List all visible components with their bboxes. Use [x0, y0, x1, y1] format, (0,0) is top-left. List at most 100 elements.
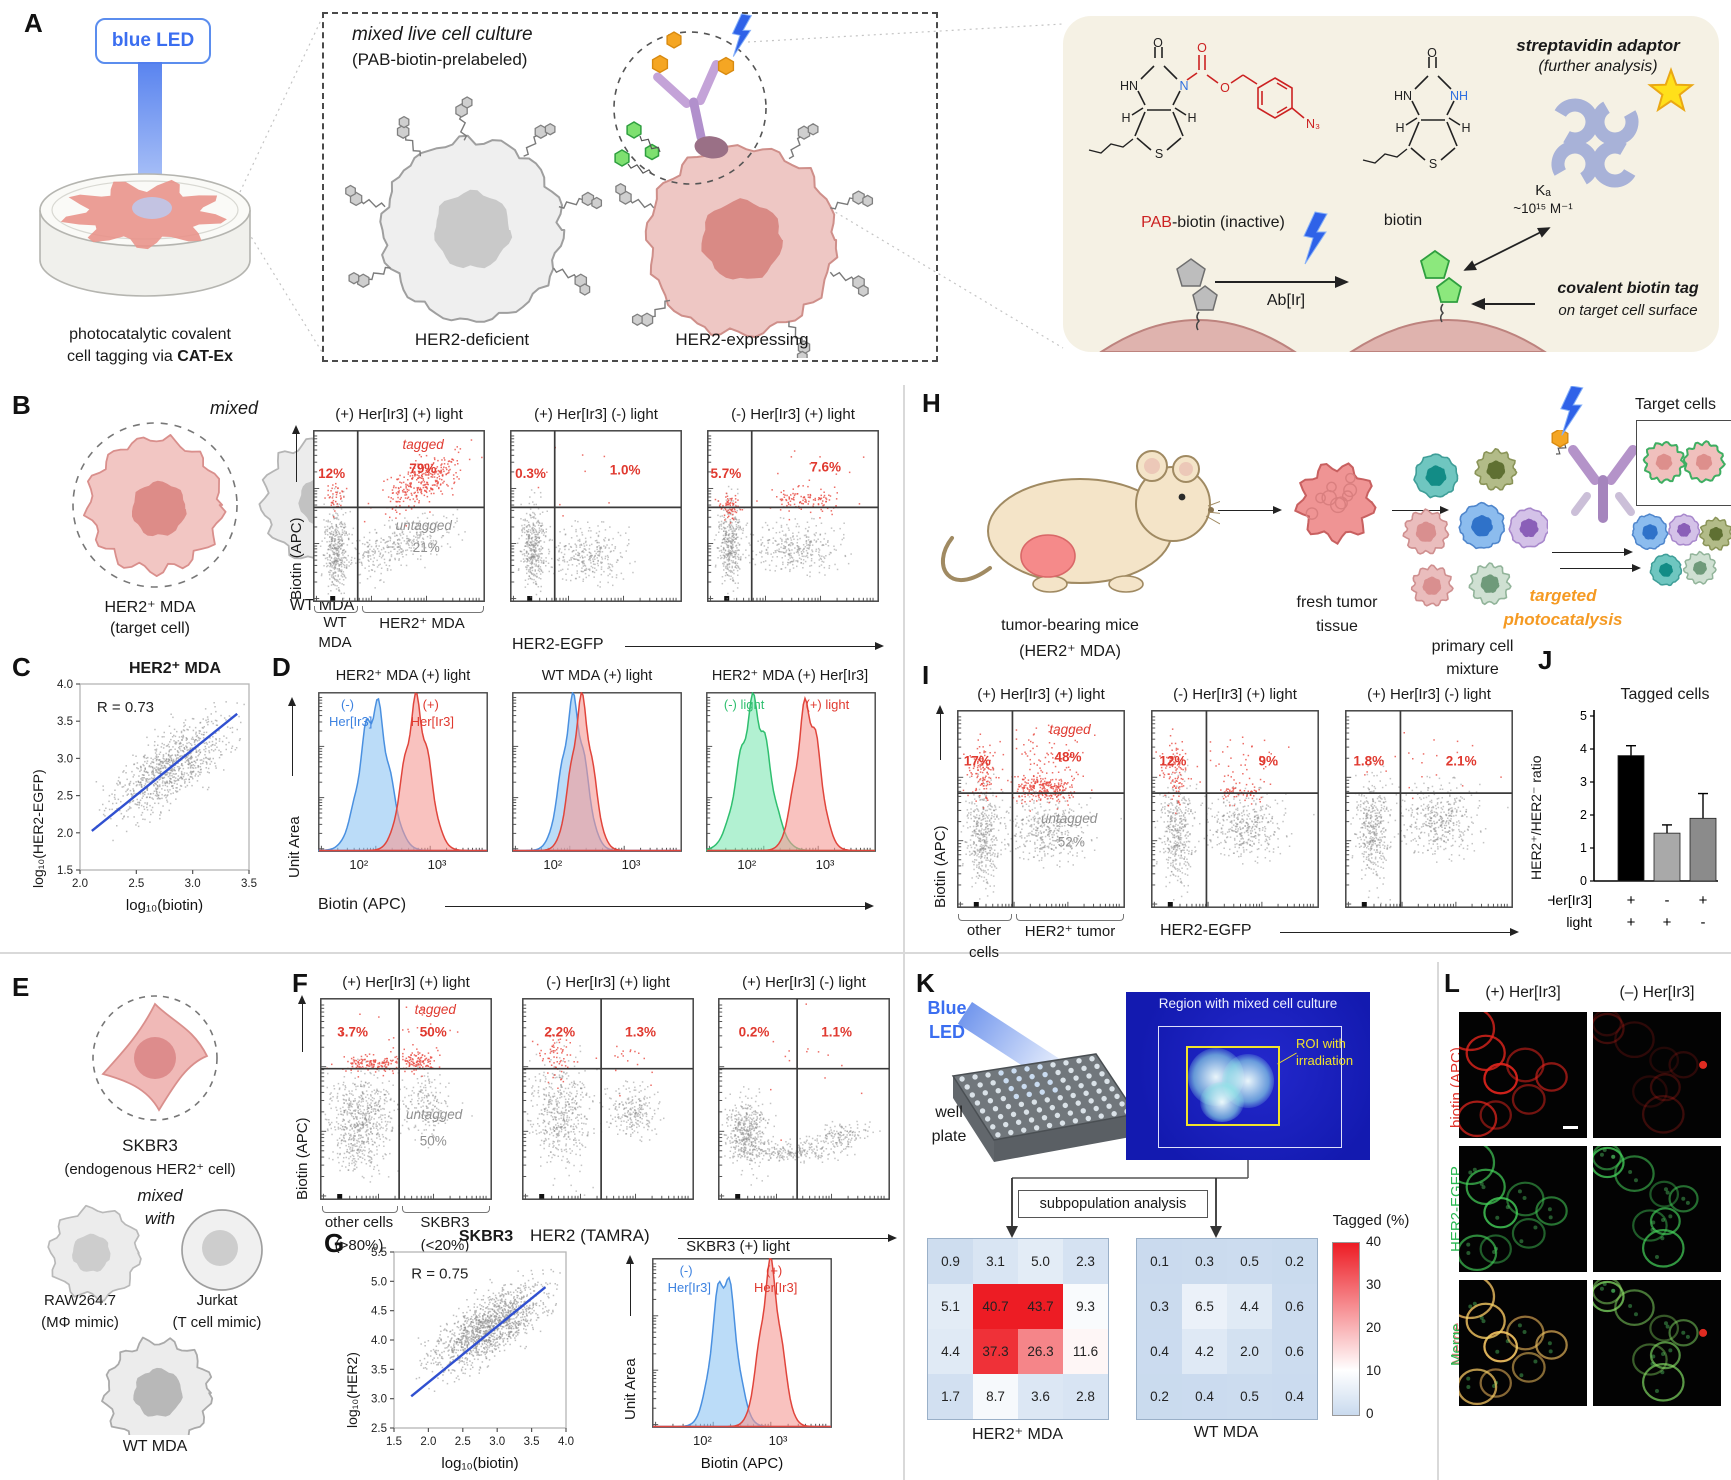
hist-title-d3: HER2⁺ MDA (+) Her[Ir3]: [711, 668, 869, 684]
scatter-g-title: SKBR3: [458, 1228, 514, 1245]
heatmap-cell: 0.9: [928, 1239, 973, 1284]
bracket-wt-label-2: MDA: [318, 634, 352, 651]
binding-arrow: [1463, 227, 1551, 271]
biotin-apc-label-d: Biotin (APC): [318, 896, 407, 913]
photocatalysis-arrow-1: [1552, 548, 1633, 557]
heatmap-cell: 0.1: [1137, 1239, 1182, 1284]
heatmap-cell: 4.4: [1227, 1284, 1272, 1329]
svg-text:Her[Ir3]: Her[Ir3]: [329, 714, 372, 729]
active-biotin-tag: [1419, 249, 1463, 323]
ab-ir-label: Ab[Ir]: [1266, 292, 1306, 309]
colorbar-tick-10: 10: [1366, 1363, 1382, 1378]
svg-text:NH: NH: [1450, 89, 1468, 103]
primary-cell-mixture-illustration: [1398, 440, 1548, 632]
mixed-with-label-2: with: [144, 1209, 176, 1228]
heatmap-cell: 6.5: [1182, 1284, 1227, 1329]
flow-plot-f3: 0.2% 1.1%: [718, 998, 890, 1200]
divider-vertical-main: [903, 385, 905, 1480]
jurkat-label-1: Jurkat: [196, 1292, 238, 1309]
biotin-axis-arrow-i: [936, 705, 945, 760]
target-cell-label-1: HER2⁺ MDA: [104, 599, 196, 616]
svg-text:1.5: 1.5: [57, 865, 73, 877]
histogram-g2: (-) Her[Ir3] (+) Her[Ir3] 10² 10³ Biotin (APC): [652, 1258, 832, 1476]
petri-dish-illustration: [28, 148, 263, 313]
blue-led-label-1: Blue: [927, 998, 967, 1018]
panel-a-caption-line1: photocatalytic covalent: [69, 326, 231, 343]
other-cells-f-label-1: other cells: [324, 1214, 394, 1231]
flow-plot-f2: 2.2% 1.3%: [522, 998, 694, 1200]
svg-text:O: O: [1153, 36, 1163, 50]
panel-label-k: K: [916, 968, 935, 998]
unit-area-label-g: Unit Area: [622, 1358, 639, 1420]
her2-egfp-axis-label-i: HER2-EGFP: [1160, 922, 1252, 939]
flow-plot-i2: 12% 9%: [1151, 710, 1319, 908]
svg-text:untagged: untagged: [396, 518, 453, 533]
biotin-axis-label-i: Biotin (APC): [932, 825, 949, 908]
svg-text:4.0: 4.0: [57, 679, 73, 691]
her2-egfp-axis-label-b: HER2-EGFP: [512, 636, 604, 653]
ka-label-1: Kₐ: [1535, 182, 1551, 199]
svg-text:10³: 10³: [622, 857, 641, 872]
svg-text:79%: 79%: [409, 461, 436, 476]
cellmix-caption-1: primary cell: [1431, 638, 1514, 655]
svg-text:1.0%: 1.0%: [610, 463, 641, 478]
cell-surface-left: [1099, 319, 1297, 352]
flow-title-i2: (-) Her[Ir3] (+) light: [1173, 686, 1297, 703]
heatmap-cell: 40.7: [973, 1284, 1018, 1329]
panel-label-e: E: [12, 972, 30, 1002]
pab-rest: -biotin (inactive): [1171, 214, 1285, 231]
microscopy-biotin-plus: [1459, 1012, 1587, 1138]
heatmap-cell: 2.8: [1063, 1374, 1108, 1419]
heatmap-cell: 0.3: [1182, 1239, 1227, 1284]
heatmap-cell: 5.0: [1018, 1239, 1063, 1284]
jurkat-label-2: (T cell mimic): [172, 1314, 262, 1331]
blue-led-box: blue LED: [95, 18, 211, 64]
flow-title-b1: (+) Her[Ir3] (+) light: [335, 406, 463, 423]
target-cell-label-2: (target cell): [109, 620, 191, 637]
biotin-axis-label-f: Biotin (APC): [294, 1117, 311, 1200]
svg-text:O: O: [1220, 81, 1230, 95]
target-cells-illustration: [1636, 420, 1731, 504]
microscopy-merge-plus: [1459, 1280, 1587, 1406]
flow-title-b2: (+) Her[Ir3] (-) light: [534, 406, 658, 423]
heatmap-cell: 0.6: [1272, 1284, 1317, 1329]
well-plate-label-2: plate: [931, 1128, 967, 1145]
biotin-axis-arrow-f: [298, 995, 307, 1052]
heatmap-cell: 5.1: [928, 1284, 973, 1329]
microscopy-merge-minus: [1593, 1280, 1721, 1406]
heatmap-cell: 1.7: [928, 1374, 973, 1419]
her2-tamra-label: HER2 (TAMRA): [530, 1226, 650, 1245]
roi-label-2: irradiation: [1296, 1053, 1354, 1068]
her2-expressing-label: HER2-expressing: [675, 330, 809, 349]
heatmap-cell: 0.5: [1227, 1239, 1272, 1284]
svg-text:(-) light: (-) light: [724, 697, 765, 712]
panel-label-g: G: [324, 1228, 345, 1258]
panel-label-l: L: [1444, 968, 1460, 998]
colorbar-tick-30: 30: [1366, 1277, 1382, 1292]
svg-text:HN: HN: [1120, 79, 1138, 93]
heatmap-cell: 4.2: [1182, 1329, 1227, 1374]
colorbar-tick-40: 40: [1366, 1234, 1382, 1249]
svg-text:(+): (+): [423, 697, 439, 712]
chemistry-box: O HN N S H H O O N₃ O: [1063, 16, 1719, 352]
heatmap-cell: 11.6: [1063, 1329, 1108, 1374]
skbr3-f-label-2: (<20%): [420, 1237, 470, 1254]
flow-title-f1: (+) Her[Ir3] (+) light: [342, 974, 470, 991]
heatmap-cell: 0.2: [1137, 1374, 1182, 1419]
heatmap-cell: 2.3: [1063, 1239, 1108, 1284]
scatter-c-title: HER2⁺ MDA: [128, 660, 221, 677]
well-plate-illustration: [928, 1040, 1140, 1172]
colorbar: [1332, 1242, 1360, 1416]
ka-label-2: ~10¹⁵ M⁻¹: [1513, 201, 1573, 216]
fluor-glow-3: [1200, 1082, 1244, 1122]
chemistry-schematic: O HN N S H H O O N₃ O: [1088, 36, 1695, 352]
svg-text:3.5: 3.5: [57, 716, 73, 728]
colorbar-tick-20: 20: [1366, 1320, 1382, 1335]
mixed-with-label-1: mixed: [137, 1186, 183, 1205]
arrow-mouse-tumor: [1218, 506, 1282, 515]
her2-tumor-label: HER2⁺ tumor: [1024, 923, 1116, 940]
biotin-label: biotin: [1383, 212, 1423, 229]
heatmap-cell: 3.6: [1018, 1374, 1063, 1419]
her2-egfp-axis-arrow-i: [1280, 928, 1519, 937]
